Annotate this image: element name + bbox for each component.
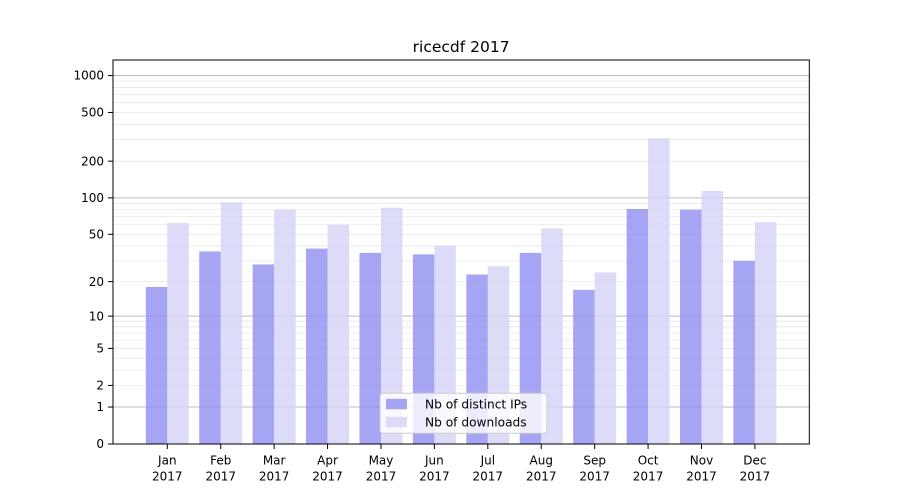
y-tick-label: 1 xyxy=(96,400,104,414)
legend-swatch xyxy=(386,398,407,410)
x-tick-label-year: 2017 xyxy=(686,470,717,484)
bar xyxy=(680,209,702,444)
x-axis: Jan 2017 Feb 2017 Mar 2017 Apr 2017 May 2017 Jun 20… xyxy=(152,444,770,484)
x-tick-label-month: Jul xyxy=(480,454,495,468)
x-tick-label-month: Jan xyxy=(157,454,177,468)
y-tick-label: 20 xyxy=(89,275,104,289)
bar xyxy=(145,286,168,444)
y-tick-label: 0 xyxy=(96,437,104,451)
plot-border xyxy=(112,59,810,445)
bar xyxy=(754,222,777,444)
legend-swatch xyxy=(386,416,407,428)
bar xyxy=(306,248,328,444)
bar xyxy=(220,202,243,444)
legend: Nb of distinct IPs Nb of downloads xyxy=(379,392,548,434)
bar xyxy=(626,208,649,444)
bar xyxy=(594,272,617,444)
y-tick-label: 1000 xyxy=(73,69,104,83)
bar xyxy=(380,207,403,444)
x-tick-label-month: Nov xyxy=(690,454,713,468)
x-tick-label-year: 2017 xyxy=(633,470,664,484)
x-tick-label-year: 2017 xyxy=(312,470,343,484)
bar xyxy=(167,223,189,444)
bar xyxy=(252,264,275,444)
bars-downloads xyxy=(167,138,777,444)
x-tick-label-month: May xyxy=(369,454,394,468)
bar xyxy=(359,252,381,444)
x-tick-label-year: 2017 xyxy=(740,470,771,484)
bar xyxy=(573,289,595,444)
x-tick-label-year: 2017 xyxy=(152,470,183,484)
bar xyxy=(541,228,563,444)
bar xyxy=(199,251,221,444)
x-tick-label-month: Mar xyxy=(263,454,286,468)
chart-title: ricecdf 2017 xyxy=(413,38,510,56)
bar xyxy=(274,209,296,444)
x-tick-label-month: Sep xyxy=(583,454,606,468)
x-tick-label-month: Jun xyxy=(424,454,444,468)
legend-label: Nb of downloads xyxy=(425,416,527,430)
y-tick-label: 2 xyxy=(96,379,104,393)
bar xyxy=(701,190,723,444)
legend-box xyxy=(379,392,548,434)
y-tick-label: 10 xyxy=(89,309,104,323)
x-tick-label-year: 2017 xyxy=(205,470,236,484)
y-tick-label: 5 xyxy=(96,342,104,356)
x-tick-label-year: 2017 xyxy=(419,470,450,484)
x-tick-label-year: 2017 xyxy=(579,470,610,484)
x-tick-label-month: Dec xyxy=(743,454,766,468)
x-tick-label-month: Apr xyxy=(317,454,338,468)
bar xyxy=(733,260,755,444)
x-tick-label-year: 2017 xyxy=(526,470,557,484)
y-tick-label: 50 xyxy=(89,228,104,242)
x-tick-label-year: 2017 xyxy=(366,470,397,484)
legend-label: Nb of distinct IPs xyxy=(425,398,527,412)
y-axis: 0 1 2 5 10 20 50 100 200 500 1000 xyxy=(73,69,113,451)
x-tick-label-year: 2017 xyxy=(473,470,504,484)
x-tick-label-month: Aug xyxy=(530,454,553,468)
y-tick-label: 500 xyxy=(81,106,104,120)
x-tick-label-year: 2017 xyxy=(259,470,290,484)
y-tick-label: 100 xyxy=(81,191,104,205)
x-tick-label-month: Oct xyxy=(638,454,659,468)
x-tick-label-month: Feb xyxy=(210,454,231,468)
y-tick-label: 200 xyxy=(81,154,104,168)
bar xyxy=(648,138,670,444)
bar xyxy=(327,224,350,444)
